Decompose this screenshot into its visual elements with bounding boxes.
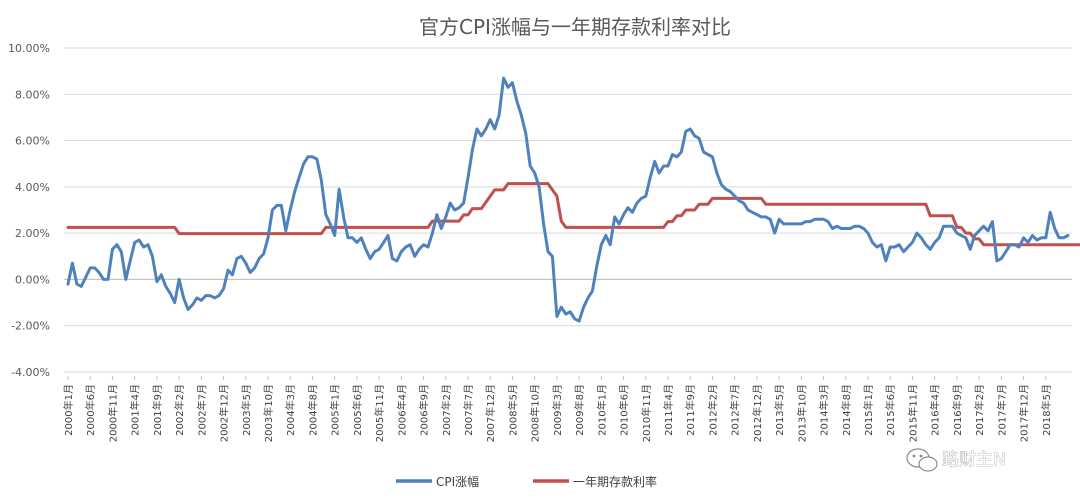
x-tick-label: 2013年10月 xyxy=(795,384,808,442)
x-tick-label: 2015年6月 xyxy=(884,384,897,436)
x-tick-label: 2012年2月 xyxy=(706,384,719,436)
chart-title: 官方CPI涨幅与一年期存款利率对比 xyxy=(419,15,731,39)
y-axis: -4.00% -2.00% 0.00% 2.00% 4.00% 6.00% 8.00% 10.… xyxy=(8,42,50,379)
x-tick-label: 2010年11月 xyxy=(640,384,653,442)
x-tick-label: 2006年4月 xyxy=(395,384,408,436)
x-tick-label: 2003年10月 xyxy=(262,384,275,442)
x-tick-label: 2001年4月 xyxy=(129,384,142,436)
x-tick-label: 2017年7月 xyxy=(995,384,1008,436)
x-tick-label: 2015年11月 xyxy=(906,384,919,442)
x-tick-label: 2016年4月 xyxy=(929,384,942,436)
x-tick-label: 2000年6月 xyxy=(84,384,97,436)
x-tick-label: 2014年8月 xyxy=(840,384,853,436)
x-tick-label: 2004年8月 xyxy=(306,384,319,436)
x-tick-label: 2008年5月 xyxy=(506,384,519,436)
x-tick-label: 2001年9月 xyxy=(151,384,164,436)
y-tick-label: 10.00% xyxy=(8,42,50,55)
series-line-cpi xyxy=(66,76,1070,323)
x-tick-label: 2010年1月 xyxy=(595,384,608,436)
x-tick-label: 2005年6月 xyxy=(351,384,364,436)
watermark-text: 路财主N xyxy=(942,450,1006,470)
x-tick-label: 2018年5月 xyxy=(1040,384,1053,436)
x-tick-label: 2011年4月 xyxy=(662,384,675,436)
x-tick-label: 2013年5月 xyxy=(773,384,786,436)
x-tick-label: 2017年2月 xyxy=(973,384,986,436)
y-tick-label: 0.00% xyxy=(15,273,50,286)
x-tick-label: 2010年6月 xyxy=(618,384,631,436)
wechat-icon xyxy=(906,448,938,472)
x-tick-label: 2000年11月 xyxy=(106,384,119,442)
x-tick-label: 2005年1月 xyxy=(329,384,342,436)
x-tick-label: 2007年2月 xyxy=(440,384,453,436)
x-tick-label: 2005年11月 xyxy=(373,384,386,442)
legend-label: CPI涨幅 xyxy=(436,474,479,489)
x-tick-label: 2015年1月 xyxy=(862,384,875,436)
x-tick-label: 2016年9月 xyxy=(951,384,964,436)
x-tick-label: 2002年12月 xyxy=(218,384,231,442)
y-tick-label: 2.00% xyxy=(15,227,50,240)
x-tick-label: 2012年7月 xyxy=(729,384,742,436)
x-tick-label: 2002年2月 xyxy=(173,384,186,436)
x-tick-label: 2012年12月 xyxy=(751,384,764,442)
y-tick-label: -2.00% xyxy=(11,320,50,333)
x-axis: 2000年1月 2000年6月 2000年11月 2001年4月 2001年9月 2002… xyxy=(62,278,1072,442)
y-tick-label: 8.00% xyxy=(15,88,50,101)
x-tick-label: 2007年12月 xyxy=(484,384,497,442)
x-tick-label: 2017年12月 xyxy=(1018,384,1031,442)
x-tick-label: 2004年3月 xyxy=(284,384,297,436)
x-tick-label: 2011年9月 xyxy=(684,384,697,436)
x-tick-label: 2014年3月 xyxy=(818,384,831,436)
y-tick-label: 4.00% xyxy=(15,181,50,194)
series-line-deposit-rate xyxy=(66,182,1080,247)
x-tick-label: 2002年7月 xyxy=(195,384,208,436)
gridlines xyxy=(64,47,1072,373)
x-tick-label: 2009年3月 xyxy=(551,384,564,436)
y-tick-label: -4.00% xyxy=(11,366,50,379)
y-tick-label: 6.00% xyxy=(15,135,50,148)
x-tick-label: 2007年7月 xyxy=(462,384,475,436)
legend: CPI涨幅 一年期存款利率 xyxy=(396,474,657,489)
plot-area xyxy=(66,76,1080,323)
x-tick-label: 2006年9月 xyxy=(418,384,431,436)
x-tick-label: 2008年10月 xyxy=(529,384,542,442)
legend-label: 一年期存款利率 xyxy=(573,474,657,489)
x-tick-label: 2000年1月 xyxy=(62,384,75,436)
x-tick-label: 2003年5月 xyxy=(240,384,253,436)
x-tick-label: 2009年8月 xyxy=(573,384,586,436)
watermark: 路财主N xyxy=(906,448,1006,472)
